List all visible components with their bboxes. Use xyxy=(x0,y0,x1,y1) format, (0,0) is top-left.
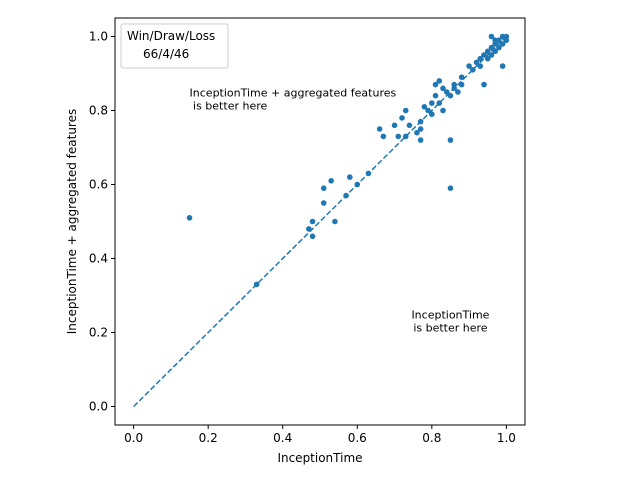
data-point-32 xyxy=(436,100,443,106)
x-tick-label-5: 1.0 xyxy=(497,431,516,445)
data-point-62 xyxy=(499,63,506,69)
data-point-0 xyxy=(186,215,193,221)
data-point-17 xyxy=(399,115,405,121)
data-point-47 xyxy=(477,63,484,69)
legend-box xyxy=(120,23,229,69)
data-point-26 xyxy=(425,107,431,114)
annotation-0-line-0: InceptionTime + aggregated features xyxy=(190,87,397,100)
data-point-36 xyxy=(447,137,454,143)
annotation-0: InceptionTime + aggregated features is b… xyxy=(190,87,397,113)
data-point-23 xyxy=(417,118,424,125)
legend-title: Win/Draw/Loss xyxy=(127,29,215,43)
data-point-16 xyxy=(395,133,402,140)
plot-frame xyxy=(114,17,526,426)
data-point-34 xyxy=(440,85,446,92)
data-point-30 xyxy=(432,81,439,88)
x-tick-label-2: 0.4 xyxy=(273,431,292,445)
data-point-18 xyxy=(402,133,409,140)
y-tick-label-1: 0.2 xyxy=(89,326,108,340)
y-tick-label-2: 0.4 xyxy=(89,252,108,266)
y-tick-label-3: 0.6 xyxy=(89,178,108,192)
data-point-31 xyxy=(436,78,443,84)
data-point-38 xyxy=(447,92,454,99)
data-point-3 xyxy=(309,233,316,240)
y-tick-label-0: 0.0 xyxy=(89,400,108,414)
data-point-46 xyxy=(473,59,480,66)
data-point-44 xyxy=(466,63,472,69)
data-point-2 xyxy=(306,226,312,232)
data-point-59 xyxy=(499,41,506,47)
data-point-25 xyxy=(421,104,428,110)
y-tick-label-4: 0.8 xyxy=(89,104,108,118)
legend: Win/Draw/Loss 66/4/46 xyxy=(120,23,229,69)
data-point-65 xyxy=(503,37,510,43)
x-tick-label-0: 0.0 xyxy=(124,431,143,445)
data-point-29 xyxy=(432,92,439,99)
data-point-52 xyxy=(484,55,491,62)
data-point-35 xyxy=(443,89,450,95)
legend-entry: 66/4/46 xyxy=(143,47,189,61)
data-point-49 xyxy=(481,81,487,88)
annotation-1-line-0: InceptionTime xyxy=(411,309,489,322)
data-point-19 xyxy=(402,107,409,114)
data-point-40 xyxy=(451,85,457,92)
data-point-63 xyxy=(488,33,495,40)
data-point-8 xyxy=(332,218,338,225)
data-point-42 xyxy=(458,81,465,88)
x-tick-label-3: 0.6 xyxy=(348,431,367,445)
data-point-28 xyxy=(429,111,435,117)
data-point-13 xyxy=(376,126,383,132)
data-point-48 xyxy=(477,55,484,62)
x-tick-label-4: 0.8 xyxy=(422,431,441,445)
data-point-57 xyxy=(496,44,502,51)
plot-area xyxy=(133,33,510,408)
data-point-4 xyxy=(309,218,316,225)
data-point-15 xyxy=(391,122,398,129)
x-axis-label: InceptionTime xyxy=(277,451,362,465)
data-point-9 xyxy=(343,192,349,199)
data-point-11 xyxy=(354,181,361,188)
data-point-37 xyxy=(447,185,454,191)
data-point-64 xyxy=(492,37,498,43)
data-point-22 xyxy=(417,126,424,132)
annotation-1-line-1: is better here xyxy=(413,322,487,335)
data-point-27 xyxy=(429,100,435,106)
data-point-55 xyxy=(492,48,498,55)
y-tick-label-5: 1.0 xyxy=(89,30,108,44)
data-point-6 xyxy=(320,185,327,191)
data-point-43 xyxy=(458,74,465,80)
annotation-1: InceptionTime is better here xyxy=(411,309,489,335)
data-point-1 xyxy=(253,281,260,288)
data-point-5 xyxy=(320,200,327,206)
annotations: InceptionTime + aggregated features is b… xyxy=(190,87,490,335)
data-point-14 xyxy=(380,133,387,140)
annotation-0-line-1: is better here xyxy=(190,100,268,113)
data-point-51 xyxy=(484,48,491,55)
data-point-24 xyxy=(417,137,424,143)
axes: 0.0 0.2 0.4 0.6 0.8 1.0 0.0 0.2 0.4 0.6 0.8 1.0 xyxy=(89,17,526,445)
data-point-54 xyxy=(488,44,495,51)
data-point-12 xyxy=(365,170,372,177)
y-axis-label: InceptionTime + aggregated features xyxy=(65,109,79,335)
x-tick-label-1: 0.2 xyxy=(199,431,218,445)
data-point-53 xyxy=(488,52,495,58)
data-point-45 xyxy=(470,67,476,73)
data-point-7 xyxy=(328,178,334,184)
data-point-20 xyxy=(406,122,413,129)
data-point-10 xyxy=(347,174,353,180)
data-point-21 xyxy=(414,129,420,136)
data-point-33 xyxy=(440,107,446,114)
data-point-50 xyxy=(481,52,487,58)
data-point-41 xyxy=(455,89,461,95)
